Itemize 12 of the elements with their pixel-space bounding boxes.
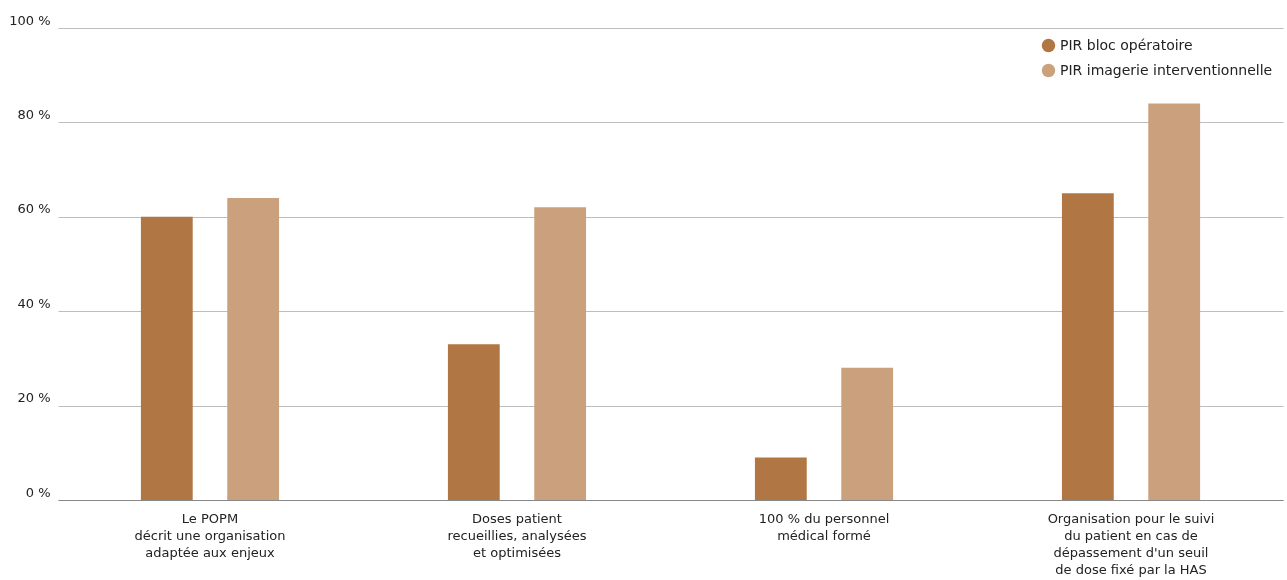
y-tick-label: 0 %	[25, 484, 51, 500]
y-tick-label: 80 %	[17, 106, 51, 122]
x-tick-label: Organisation pour le suivi du patient en cas de dépassement d'un seuil de dose fixé par la HAS	[1047, 510, 1215, 577]
y-tick-label: 100 %	[9, 12, 51, 28]
y-tick-label: 60 %	[17, 201, 51, 217]
legend-label: PIR imagerie interventionnelle	[1060, 61, 1273, 78]
x-tick-label: Le POPM décrit une organisation adaptée aux enjeux	[134, 510, 286, 560]
y-tick-label: 40 %	[17, 295, 51, 311]
x-tick-label: Doses patient recueillies, analysées et optimisées	[447, 510, 587, 560]
legend-label: PIR bloc opératoire	[1060, 36, 1193, 53]
y-tick-label: 20 %	[17, 390, 51, 406]
x-tick-label: 100 % du personnel médical formé	[758, 510, 890, 543]
